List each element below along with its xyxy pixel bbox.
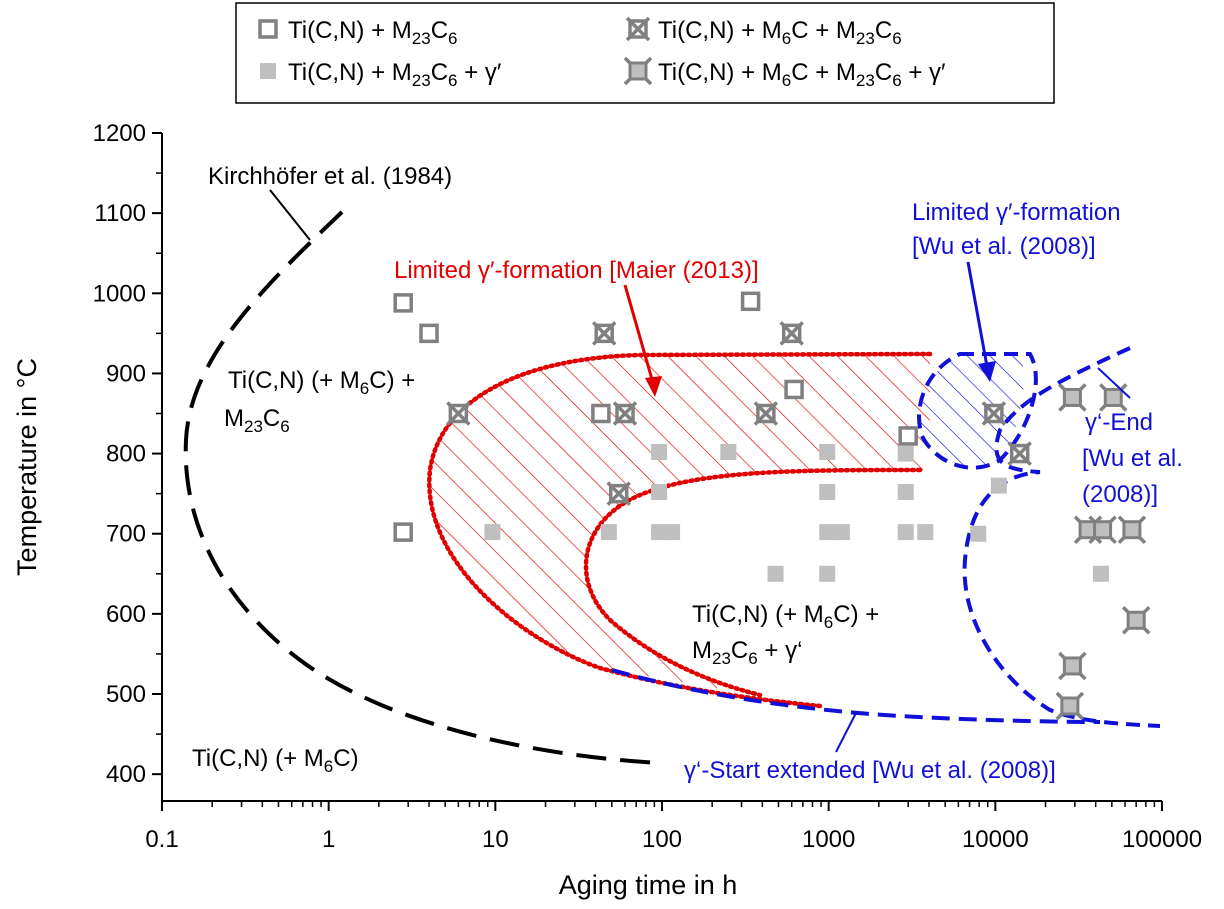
- data-point-x-square: [981, 401, 1007, 426]
- data-point-filled-square: [819, 565, 836, 582]
- gamma-end-label-1: γ‘-End: [1085, 409, 1153, 436]
- y-tick-label: 700: [106, 521, 146, 548]
- data-point-filled-square: [819, 443, 836, 460]
- maier-arrow: [623, 284, 657, 391]
- x-tick-label: 10: [482, 826, 509, 853]
- gamma-start-pointer: [835, 712, 857, 753]
- kirchhofer-pointer: [269, 189, 311, 241]
- gamma-end-pointer: [1097, 367, 1131, 399]
- data-point-x-square: [1007, 441, 1032, 466]
- gamma-start-label: γ‘-Start extended [Wu et al. (2008)]: [684, 757, 1056, 784]
- data-point-filled-square: [651, 524, 668, 541]
- x-tick-label: 0.1: [145, 826, 178, 853]
- data-point-star-square: [1055, 691, 1085, 721]
- x-tick-label: 100000: [1122, 826, 1202, 853]
- wu-limited-label-1: Limited γ′-formation: [912, 199, 1121, 226]
- y-tick-label: 800: [106, 441, 146, 468]
- region-upper-line-2: M23C6: [224, 405, 290, 436]
- y-tick-label: 1100: [94, 200, 146, 227]
- data-point-filled-square: [651, 443, 668, 460]
- y-tick-label: 900: [106, 360, 146, 387]
- data-point-star-square: [1099, 383, 1128, 412]
- data-point-filled-square: [720, 443, 737, 460]
- x-tick-label: 1: [322, 826, 335, 853]
- data-point-x-square: [612, 401, 638, 426]
- data-point-star-square: [1117, 515, 1147, 544]
- legend-entry-label: Ti(C,N) + M23C6: [288, 17, 458, 48]
- data-point-open-square: [591, 403, 611, 424]
- data-point-star-square: [1058, 651, 1087, 681]
- data-point-x-square: [606, 481, 631, 506]
- data-point-filled-square: [600, 524, 617, 541]
- data-point-filled-square: [260, 63, 276, 79]
- region-upper-line-1: Ti(C,N) (+ M6C) +: [228, 367, 415, 398]
- gamma-end-curve: [962, 346, 1161, 728]
- wu-limited-boundary: [917, 352, 1038, 470]
- data-point-open-square: [393, 293, 413, 313]
- data-point-filled-square: [833, 524, 850, 541]
- data-point-x-square: [591, 321, 617, 346]
- x-tick-label: 100: [642, 826, 682, 853]
- x-tick-label: 10000: [962, 826, 1029, 853]
- y-axis-title: Temperature in °C: [12, 358, 42, 576]
- data-point-filled-square: [664, 524, 681, 541]
- kirchhofer-curve: [183, 210, 661, 765]
- x-axis-title: Aging time in h: [559, 870, 738, 900]
- axes: 400 500 600 700 800 900 1000 1100 1200 0.1 1 10 100…: [12, 120, 1202, 900]
- data-point-open-square: [784, 379, 804, 400]
- y-tick-label: 600: [106, 601, 146, 628]
- data-point-open-square: [393, 522, 413, 542]
- region-low-label: Ti(C,N) (+ M6C): [192, 745, 359, 776]
- data-point-filled-square: [897, 484, 914, 501]
- x-tick-label: 1000: [802, 826, 855, 853]
- data-point-x-square: [779, 321, 804, 346]
- data-point-x-square: [753, 401, 779, 426]
- legend-entry-label: Ti(C,N) + M23C6 + γ′: [288, 59, 502, 90]
- gamma-end-label-2: [Wu et al.: [1082, 445, 1183, 472]
- data-point-filled-square: [897, 445, 914, 462]
- data-point-x-square: [625, 16, 651, 42]
- maier-region-hatch: [429, 355, 930, 706]
- y-tick-label: 500: [106, 681, 146, 708]
- data-point-x-square: [446, 401, 471, 426]
- legend-entry-label: Ti(C,N) + M6C + M23C6: [658, 17, 902, 48]
- data-point-filled-square: [767, 565, 784, 582]
- data-point-open-square: [419, 323, 439, 344]
- y-tick-label: 1000: [93, 280, 146, 307]
- data-point-star-square: [1121, 606, 1151, 635]
- data-point-filled-square: [970, 525, 987, 542]
- wu-arrow: [966, 261, 990, 373]
- maier-label: Limited γ′-formation [Maier (2013)]: [394, 257, 759, 284]
- marker-layer: [393, 291, 1151, 721]
- y-tick-label: 1200: [93, 120, 146, 147]
- data-point-filled-square: [990, 477, 1007, 494]
- data-point-filled-square: [917, 524, 934, 541]
- data-point-star-square: [1088, 515, 1117, 544]
- legend: Ti(C,N) + M23C6 Ti(C,N) + M6C + M23C6 Ti(C…: [235, 2, 1055, 104]
- wu-arrowhead: [978, 361, 996, 382]
- data-point-filled-square: [897, 524, 914, 541]
- wu-limited-region-hatch: [920, 355, 1024, 468]
- data-point-filled-square: [1092, 565, 1109, 582]
- data-point-star-square: [1058, 383, 1087, 412]
- data-point-open-square: [898, 426, 918, 446]
- region-mid-line-1: Ti(C,N) (+ M6C) +: [692, 601, 879, 632]
- legend-entry-label: Ti(C,N) + M6C + M23C6 + γ′: [658, 59, 946, 90]
- data-point-star-square: [623, 56, 653, 86]
- gamma-start-curve: [611, 668, 1101, 724]
- data-point-filled-square: [484, 524, 501, 541]
- data-point-filled-square: [819, 524, 836, 541]
- y-tick-label: 400: [106, 761, 146, 788]
- maier-arrowhead: [645, 376, 662, 397]
- region-mid-line-2: M23C6 + γ‘: [692, 637, 802, 668]
- data-point-open-square: [258, 19, 278, 39]
- data-point-open-square: [740, 291, 761, 312]
- data-point-filled-square: [651, 484, 668, 501]
- data-point-filled-square: [819, 484, 836, 501]
- gamma-end-label-3: (2008)]: [1082, 481, 1158, 508]
- wu-limited-label-2: [Wu et al. (2008)]: [912, 233, 1096, 260]
- kirchhofer-label: Kirchhöfer et al. (1984): [208, 163, 452, 190]
